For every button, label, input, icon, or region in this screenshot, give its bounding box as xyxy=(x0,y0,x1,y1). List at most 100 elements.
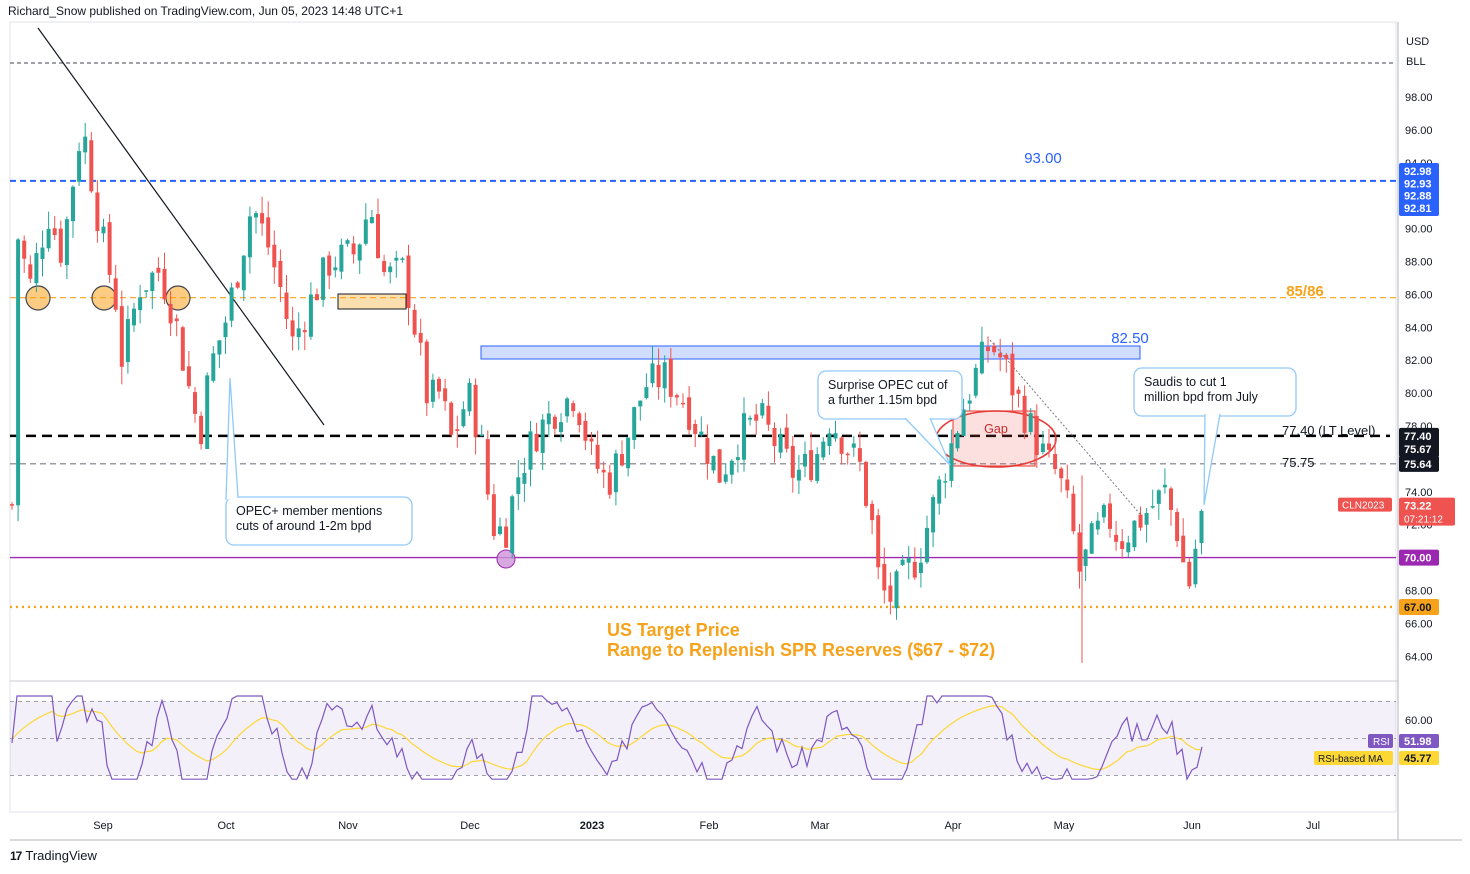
badge-text: 92.98 xyxy=(1404,166,1432,178)
badge-bg xyxy=(1399,441,1439,458)
candle-37 xyxy=(235,280,240,289)
candle-83 xyxy=(516,459,521,510)
callout-line-0: OPEC+ member mentions xyxy=(236,504,382,518)
candle-78 xyxy=(485,430,490,501)
brand-name: TradingView xyxy=(25,848,97,863)
candle-12 xyxy=(83,122,88,165)
candle-72 xyxy=(449,401,454,438)
axes: USDBLL98.0096.0094.0092.0090.0088.0086.0… xyxy=(93,36,1455,832)
candle-82 xyxy=(510,494,515,559)
rsi-name: RSI xyxy=(1373,737,1390,748)
candle-145 xyxy=(894,569,899,620)
candle-body xyxy=(424,341,429,404)
candle-body xyxy=(851,443,856,448)
footer[interactable]: 17 TradingView xyxy=(10,848,97,863)
candle-0 xyxy=(10,502,14,510)
candle-85 xyxy=(528,421,533,487)
candle-163 xyxy=(1004,353,1009,373)
marker-circle-1 xyxy=(91,285,117,311)
candle-body xyxy=(254,213,258,218)
y-tick-16: 66.00 xyxy=(1405,618,1433,630)
callout-pointer xyxy=(225,377,239,501)
callout-line-0: Saudis to cut 1 xyxy=(1144,375,1227,389)
candle-92 xyxy=(571,400,576,418)
candle-body xyxy=(1175,511,1180,542)
x-tick-1: Oct xyxy=(217,820,234,832)
candle-187 xyxy=(1150,489,1155,509)
candle-body xyxy=(125,319,130,363)
candle-44 xyxy=(278,249,283,302)
candle-1 xyxy=(16,238,21,522)
candle-131 xyxy=(809,432,814,483)
candle-body xyxy=(186,366,191,387)
candle-178 xyxy=(1095,512,1100,535)
candle-body xyxy=(577,413,582,426)
candle-161 xyxy=(992,342,997,356)
badge-bg xyxy=(1399,549,1439,566)
candle-55 xyxy=(345,238,350,247)
candle-body xyxy=(742,413,746,460)
badge-text: 70.00 xyxy=(1404,553,1432,565)
candle-129 xyxy=(796,455,801,495)
callout-pointer xyxy=(1203,413,1221,506)
candle-104 xyxy=(644,373,649,400)
candle-body xyxy=(327,255,332,276)
candle-body xyxy=(534,433,539,452)
candle-body xyxy=(949,443,954,481)
candle-body xyxy=(1022,395,1027,433)
candle-body xyxy=(369,217,374,224)
candle-86 xyxy=(534,422,539,453)
candle-71 xyxy=(443,378,448,411)
candle-body xyxy=(308,294,313,337)
candle-body xyxy=(760,403,765,416)
candle-body xyxy=(888,585,893,602)
candle-127 xyxy=(784,413,789,453)
candle-68 xyxy=(424,339,429,417)
x-tick-9: Jun xyxy=(1183,820,1201,832)
candle-103 xyxy=(638,400,643,421)
candle-body xyxy=(77,151,82,182)
candle-body xyxy=(1047,443,1051,450)
candle-66 xyxy=(412,304,417,338)
candle-body xyxy=(119,306,124,367)
candle-body xyxy=(748,417,753,420)
candle-159 xyxy=(979,326,984,375)
candle-153 xyxy=(943,473,948,499)
candle-140 xyxy=(864,460,868,509)
y-tick-9: 80.00 xyxy=(1405,388,1433,400)
candle-49 xyxy=(308,282,313,340)
candle-body xyxy=(754,414,759,421)
candle-137 xyxy=(845,452,850,465)
candle-45 xyxy=(284,274,289,330)
candle-body xyxy=(211,353,216,381)
candle-body xyxy=(961,409,966,436)
candle-3 xyxy=(28,255,33,283)
candle-body xyxy=(266,217,271,248)
candle-162 xyxy=(998,338,1003,372)
candle-body xyxy=(632,407,637,440)
candle-body xyxy=(1114,534,1119,542)
candle-body xyxy=(205,375,210,449)
candle-77 xyxy=(479,424,484,437)
candle-102 xyxy=(632,406,637,449)
candle-63 xyxy=(394,250,399,278)
candle-body xyxy=(717,449,722,483)
candle-body xyxy=(620,454,624,466)
candle-176 xyxy=(1083,548,1088,582)
candle-body xyxy=(339,244,344,272)
candle-body xyxy=(790,446,795,478)
candle-body xyxy=(443,388,448,402)
candle-body xyxy=(796,469,801,481)
x-tick-5: Feb xyxy=(700,820,719,832)
candle-91 xyxy=(565,396,570,423)
candle-body xyxy=(1095,520,1100,530)
candle-50 xyxy=(315,288,319,301)
candle-194 xyxy=(1193,539,1198,588)
candle-body xyxy=(565,398,570,417)
level-label-1: 85/86 xyxy=(1286,283,1324,300)
candle-54 xyxy=(339,238,344,280)
candle-150 xyxy=(925,515,929,564)
candle-body xyxy=(467,382,472,412)
